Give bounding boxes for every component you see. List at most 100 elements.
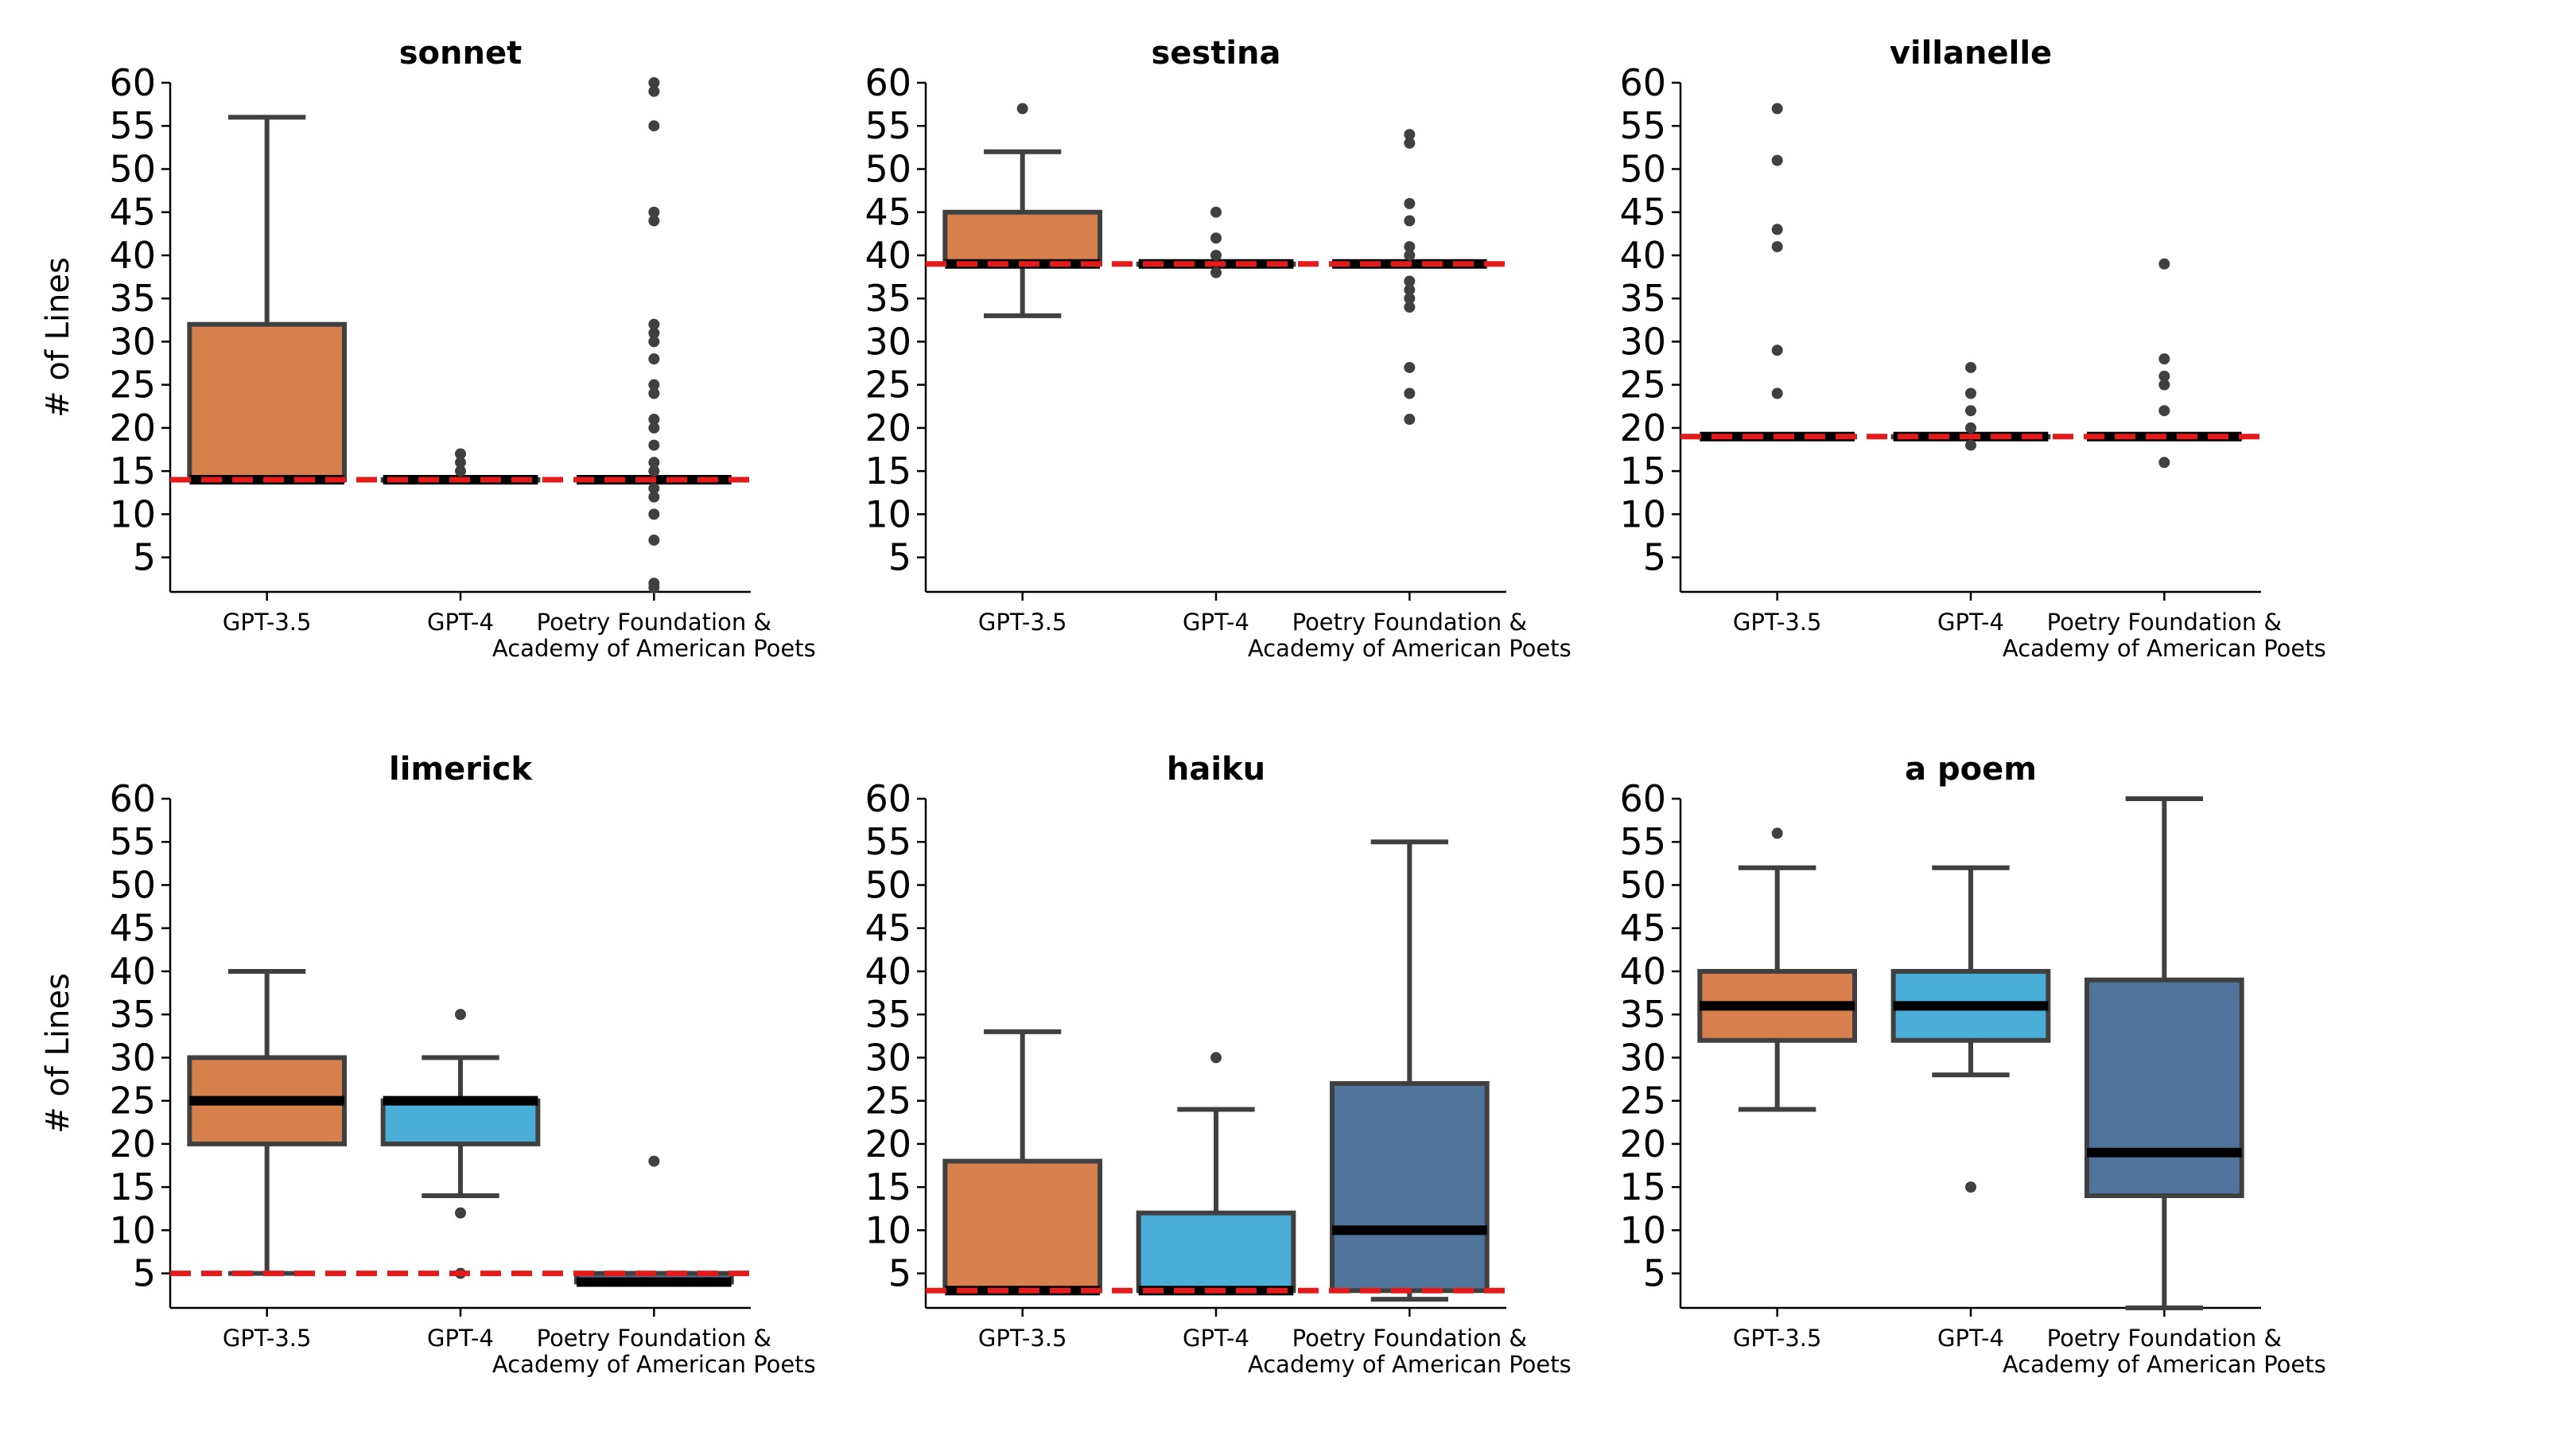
y-tick-label: 60 [109, 777, 156, 820]
x-tick-label-gpt35: GPT-3.5 [1733, 1325, 1822, 1352]
panel-title: sonnet [399, 35, 523, 72]
y-tick-label: 5 [133, 1252, 156, 1295]
box-poetry [574, 77, 734, 593]
outlier-point [1771, 224, 1783, 235]
panel-title: villanelle [1890, 35, 2052, 72]
y-axis-label: # of Lines [40, 257, 76, 418]
box-iqr [1330, 1080, 1490, 1294]
outlier-point [2158, 258, 2170, 270]
y-tick-label: 45 [109, 907, 156, 950]
x-tick-label-line: Poetry Foundation & [2047, 609, 2282, 636]
y-tick-label: 45 [1619, 191, 1666, 234]
box-iqr [380, 1098, 541, 1146]
y-tick-label: 40 [109, 950, 156, 993]
outlier-point [2158, 457, 2170, 469]
outlier-point [648, 85, 660, 97]
y-tick-label: 5 [1643, 536, 1666, 579]
outlier-point [1771, 241, 1783, 253]
outlier-point [1404, 129, 1416, 141]
outlier-point [1210, 1052, 1222, 1064]
outlier-point [1404, 293, 1416, 305]
x-tick-label-line: Poetry Foundation & [2047, 1325, 2282, 1352]
x-tick-label-line: GPT-4 [1183, 1325, 1249, 1352]
y-tick-label: 40 [109, 234, 156, 277]
outlier-point [648, 120, 660, 132]
y-tick-label: 30 [864, 320, 911, 363]
outlier-point [1965, 439, 1976, 451]
y-tick-label: 55 [1619, 104, 1666, 147]
y-tick-label: 50 [1619, 147, 1666, 190]
outlier-point [1404, 197, 1416, 209]
panel-title: limerick [389, 751, 533, 788]
x-tick-label-line: Poetry Foundation & [1292, 1325, 1527, 1352]
outlier-point [2158, 353, 2170, 365]
y-tick-label: 55 [864, 820, 911, 863]
outlier-point [1771, 103, 1783, 115]
box-gpt4 [1136, 206, 1296, 278]
y-tick-label: 55 [1619, 820, 1666, 863]
x-tick-label-line: GPT-4 [427, 609, 494, 636]
x-tick-label-line: GPT-3.5 [978, 609, 1067, 636]
y-tick-label: 20 [864, 1123, 911, 1165]
outlier-point [1965, 405, 1976, 417]
x-tick-label-gpt4: GPT-4 [427, 609, 494, 636]
y-tick-label: 15 [109, 1165, 156, 1208]
y-tick-label: 5 [888, 536, 911, 579]
outlier-point [2158, 370, 2170, 382]
outlier-point [455, 1009, 466, 1021]
x-tick-label-gpt4: GPT-4 [1937, 1325, 2004, 1352]
y-tick-label: 40 [864, 234, 911, 277]
box-iqr [1136, 1210, 1296, 1294]
outlier-point [1404, 414, 1416, 426]
y-tick-label: 20 [109, 407, 156, 449]
y-tick-label: 10 [1619, 1208, 1666, 1251]
box-gpt35 [942, 1029, 1103, 1296]
x-tick-label-line: GPT-3.5 [1733, 609, 1822, 636]
box-poetry [1330, 129, 1490, 426]
outlier-point [648, 457, 660, 469]
box-gpt4 [1890, 865, 2051, 1193]
y-tick-label: 30 [864, 1036, 911, 1079]
y-tick-label: 55 [109, 104, 156, 147]
outlier-point [1404, 302, 1416, 313]
y-tick-label: 30 [109, 320, 156, 363]
outlier-point [648, 414, 660, 426]
y-tick-label: 45 [1619, 907, 1666, 950]
outlier-point [455, 457, 466, 469]
x-tick-label-line: GPT-4 [427, 1325, 494, 1352]
outlier-point [1771, 344, 1783, 356]
y-tick-label: 60 [1619, 777, 1666, 820]
x-tick-label-gpt35: GPT-3.5 [1733, 609, 1822, 636]
x-tick-label-line: Academy of American Poets [2003, 635, 2326, 662]
y-tick-label: 45 [864, 907, 911, 950]
y-tick-label: 25 [864, 1080, 911, 1123]
y-tick-label: 30 [1619, 1036, 1666, 1079]
outlier-point [1404, 249, 1416, 261]
outlier-point [1210, 249, 1222, 261]
box-poetry [2085, 796, 2244, 1310]
box-poetry [574, 1155, 734, 1287]
x-tick-label-line: Academy of American Poets [1248, 635, 1572, 662]
box-iqr [942, 209, 1103, 267]
y-tick-label: 60 [864, 777, 911, 820]
y-tick-label: 35 [109, 277, 156, 320]
x-tick-label-line: Poetry Foundation & [537, 1325, 771, 1352]
outlier-point [1210, 267, 1222, 278]
box-gpt4 [1136, 1052, 1296, 1296]
y-tick-label: 50 [1619, 863, 1666, 906]
outlier-point [455, 448, 466, 460]
x-tick-label-line: GPT-3.5 [223, 609, 312, 636]
y-tick-label: 10 [864, 1208, 911, 1251]
y-tick-label: 5 [888, 1252, 911, 1295]
outlier-point [1404, 215, 1416, 227]
y-tick-label: 35 [864, 993, 911, 1036]
outlier-point [455, 465, 466, 477]
y-tick-label: 35 [864, 277, 911, 320]
y-tick-label: 25 [109, 1080, 156, 1123]
x-tick-label-gpt4: GPT-4 [1937, 609, 2004, 636]
box-gpt35 [1697, 103, 1857, 442]
y-tick-label: 60 [864, 61, 911, 104]
